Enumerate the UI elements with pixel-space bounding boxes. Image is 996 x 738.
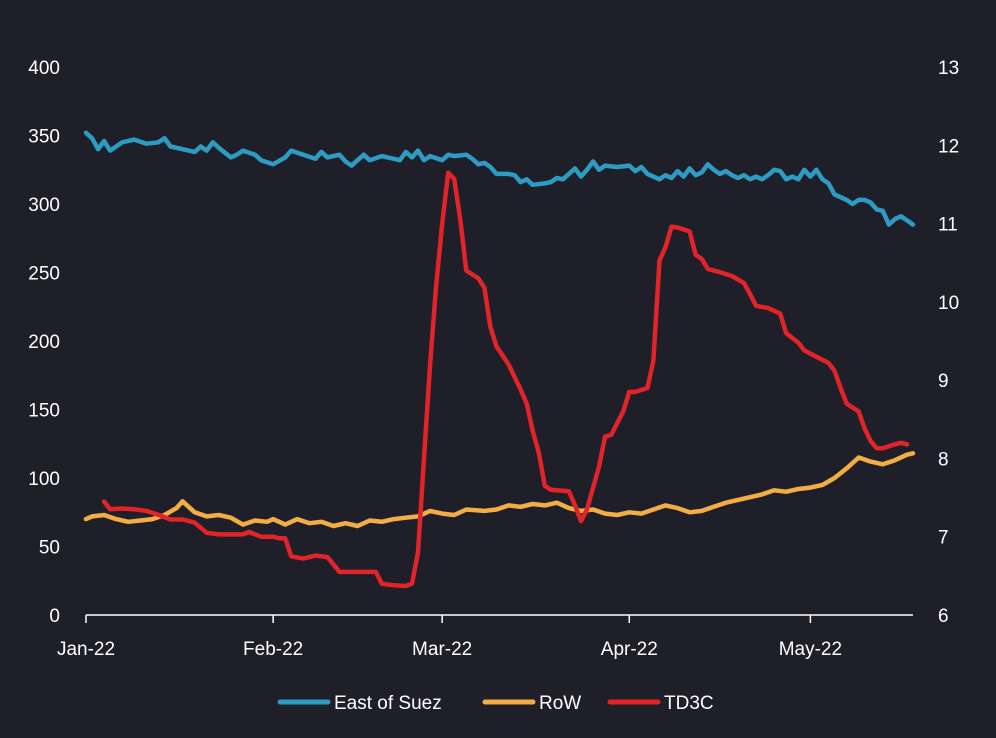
y-left-tick-label: 400 bbox=[28, 58, 60, 79]
y-left-tick-label: 250 bbox=[28, 264, 60, 285]
y-axis-left: 0 50 100 150 200 250 300 350 400 bbox=[28, 58, 60, 627]
y-left-tick-label: 0 bbox=[49, 606, 60, 627]
y-right-tick-label: 6 bbox=[938, 606, 949, 627]
x-tick-label: May-22 bbox=[779, 639, 842, 660]
y-left-tick-label: 200 bbox=[28, 332, 60, 353]
series-layer bbox=[83, 130, 916, 589]
y-left-tick-label: 100 bbox=[28, 469, 60, 490]
y-right-tick-label: 8 bbox=[938, 449, 949, 470]
y-left-tick-label: 150 bbox=[28, 401, 60, 422]
y-right-tick-label: 10 bbox=[938, 293, 959, 314]
legend-label: TD3C bbox=[664, 693, 714, 714]
y-right-tick-label: 7 bbox=[938, 528, 949, 549]
series-line-td3c bbox=[101, 170, 910, 589]
y-right-tick-label: 13 bbox=[938, 58, 959, 79]
legend: East of Suez RoW TD3C bbox=[277, 693, 714, 714]
y-right-tick-label: 12 bbox=[938, 136, 959, 157]
x-tick-label: Feb-22 bbox=[243, 639, 303, 660]
x-tick-label: Jan-22 bbox=[57, 639, 115, 660]
series-line-east-of-suez bbox=[83, 130, 916, 227]
x-tick-label: Mar-22 bbox=[412, 639, 472, 660]
legend-label: East of Suez bbox=[334, 693, 442, 714]
y-left-tick-label: 300 bbox=[28, 195, 60, 216]
x-axis: Jan-22 Feb-22 Mar-22 Apr-22 May-22 bbox=[57, 614, 913, 660]
series-line-row bbox=[83, 451, 916, 529]
legend-label: RoW bbox=[539, 693, 581, 714]
y-right-tick-label: 9 bbox=[938, 371, 949, 392]
y-left-tick-label: 50 bbox=[39, 538, 60, 559]
y-right-tick-label: 11 bbox=[938, 215, 958, 236]
y-left-tick-label: 350 bbox=[28, 127, 60, 148]
y-axis-right: 6 7 8 9 10 11 12 13 bbox=[938, 58, 959, 627]
x-tick-label: Apr-22 bbox=[601, 639, 658, 660]
